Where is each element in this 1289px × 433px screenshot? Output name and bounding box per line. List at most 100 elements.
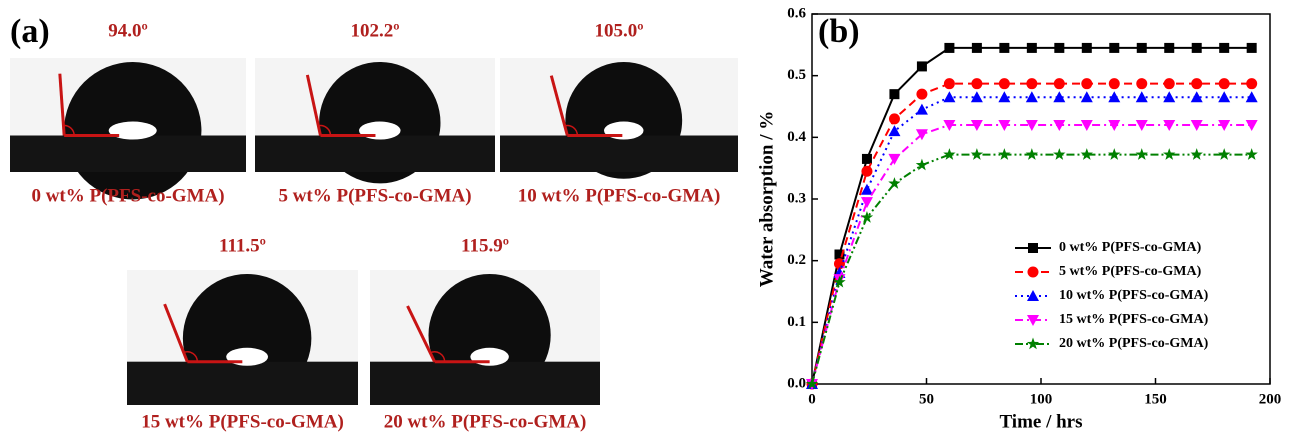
marker	[1163, 78, 1175, 90]
marker	[1025, 91, 1038, 103]
marker	[998, 91, 1011, 103]
series-line	[811, 82, 1252, 385]
droplet-image	[370, 270, 600, 405]
marker	[999, 42, 1010, 53]
substrate-cover	[255, 135, 495, 172]
contact-angle: 105.0º	[594, 20, 643, 41]
marker	[1026, 78, 1038, 90]
legend-marker	[1026, 337, 1040, 350]
marker	[998, 120, 1011, 131]
substrate-cover	[10, 135, 246, 172]
marker	[1246, 42, 1257, 53]
legend-marker	[1027, 315, 1039, 326]
image-caption: 5 wt% P(PFS-co-GMA)	[278, 185, 471, 206]
marker	[1026, 42, 1037, 53]
marker	[915, 129, 928, 141]
marker	[1080, 120, 1093, 131]
marker	[1191, 78, 1203, 90]
marker	[971, 78, 983, 90]
marker	[861, 165, 873, 177]
droplet-image	[127, 270, 358, 405]
marker	[888, 153, 901, 165]
marker	[888, 177, 901, 189]
marker	[943, 148, 956, 160]
substrate-cover	[370, 361, 600, 405]
marker	[1218, 91, 1231, 103]
marker	[998, 78, 1010, 90]
panel-label: (b)	[818, 13, 860, 50]
angle-arc	[183, 351, 199, 362]
marker	[1190, 120, 1203, 131]
tangent-marker	[163, 303, 189, 363]
marker	[1108, 148, 1121, 160]
marker	[944, 42, 955, 53]
marker	[1053, 148, 1066, 160]
legend-marker	[1027, 266, 1039, 278]
contact-angle: 102.2º	[350, 20, 399, 41]
y-tick-label: 0.1	[787, 314, 806, 330]
marker	[1163, 91, 1176, 103]
marker	[1109, 42, 1120, 53]
marker	[888, 125, 901, 137]
marker	[888, 113, 900, 125]
marker	[970, 120, 983, 131]
marker	[833, 275, 846, 288]
y-tick-label: 0.3	[787, 190, 806, 206]
marker	[915, 103, 928, 115]
droplet-highlight	[108, 121, 157, 140]
panel-label: (a)	[10, 13, 50, 50]
marker	[1053, 91, 1066, 103]
angle-arc	[63, 124, 75, 136]
x-tick-label: 150	[1144, 391, 1167, 407]
marker	[1054, 42, 1065, 53]
y-tick-label: 0.0	[787, 375, 806, 391]
marker	[1246, 78, 1258, 90]
angle-arc	[429, 351, 446, 362]
marker	[861, 153, 872, 164]
legend-marker	[1028, 243, 1038, 253]
marker	[1080, 148, 1093, 160]
x-axis-label: Time / hrs	[999, 411, 1082, 432]
marker	[1108, 120, 1121, 131]
marker	[1081, 78, 1093, 90]
legend-label: 15 wt% P(PFS-co-GMA)	[1059, 312, 1209, 327]
y-tick-label: 0.4	[787, 129, 806, 145]
marker	[1053, 120, 1066, 131]
marker	[1108, 78, 1120, 90]
marker	[1025, 148, 1039, 160]
marker	[1053, 78, 1065, 90]
contact-angle: 115.9º	[461, 235, 509, 256]
y-tick-label: 0.6	[787, 5, 806, 21]
contact-angle: 111.5º	[219, 235, 266, 256]
marker	[1218, 120, 1231, 131]
marker	[915, 158, 929, 171]
marker	[943, 120, 956, 131]
y-tick-label: 0.2	[787, 252, 806, 268]
y-tick-label: 0.5	[787, 67, 806, 83]
marker	[805, 377, 819, 390]
marker	[1218, 148, 1231, 160]
marker	[916, 61, 927, 72]
marker	[1136, 42, 1147, 53]
angle-arc	[318, 124, 332, 136]
x-tick-label: 50	[919, 391, 934, 407]
marker	[1108, 91, 1121, 103]
marker	[889, 89, 900, 100]
marker	[971, 42, 982, 53]
marker	[970, 91, 983, 103]
image-caption: 15 wt% P(PFS-co-GMA)	[141, 411, 344, 432]
contact-angle: 94.0º	[108, 20, 148, 41]
marker	[860, 183, 873, 195]
marker	[1245, 148, 1258, 160]
marker	[834, 249, 845, 260]
marker	[1219, 42, 1230, 53]
image-caption: 10 wt% P(PFS-co-GMA)	[518, 185, 721, 206]
marker	[1190, 148, 1203, 160]
marker	[1163, 148, 1176, 160]
legend-label: 0 wt% P(PFS-co-GMA)	[1059, 240, 1202, 255]
legend-label: 20 wt% P(PFS-co-GMA)	[1059, 336, 1209, 351]
marker	[916, 88, 928, 100]
x-tick-label: 100	[1030, 391, 1053, 407]
droplet-image	[10, 58, 246, 200]
